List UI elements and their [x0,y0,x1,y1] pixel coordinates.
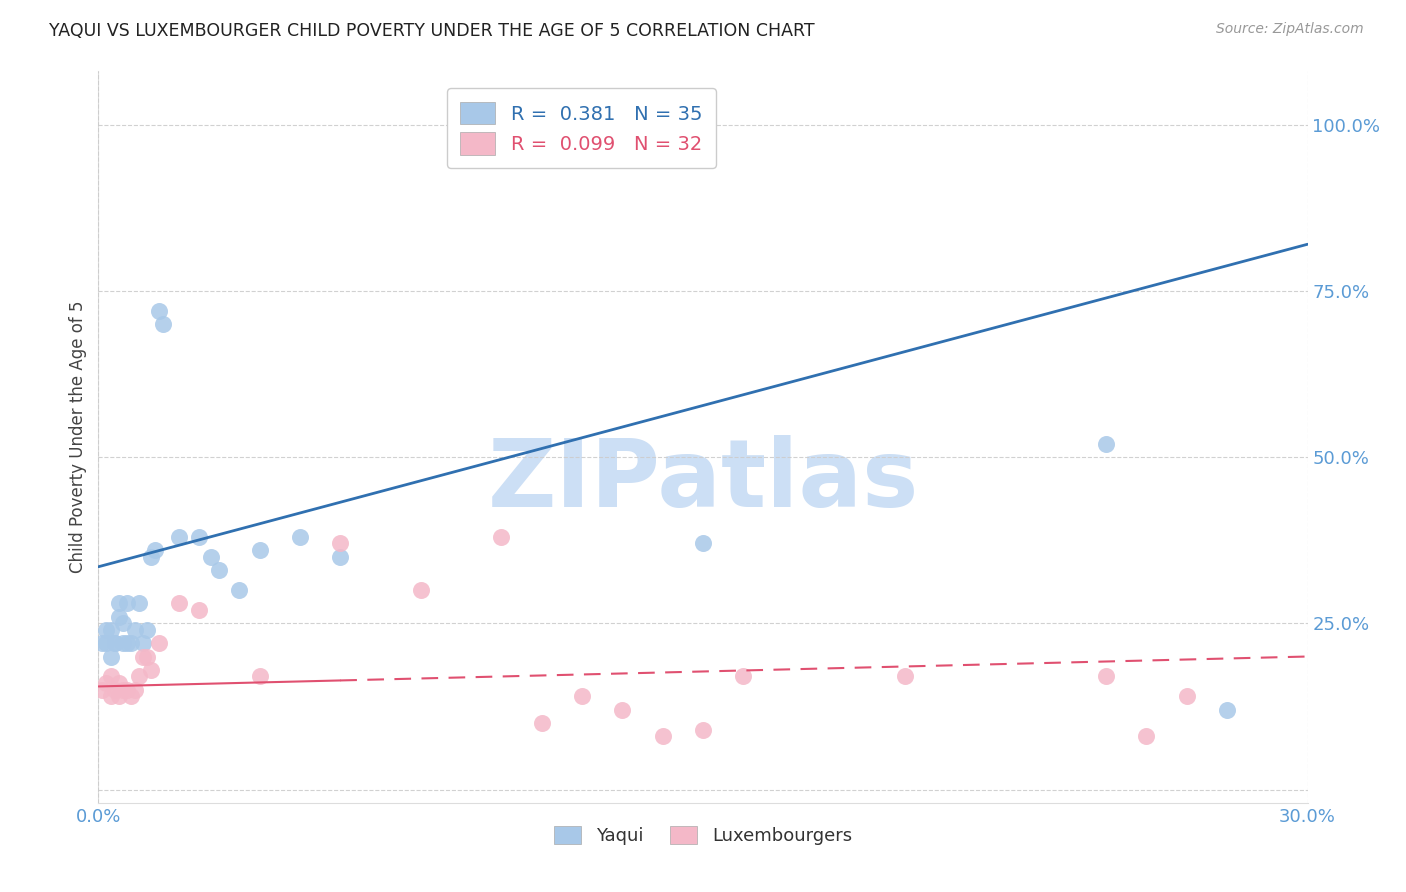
Point [249,669,271,683]
Point [893,669,915,683]
Point [107,690,129,704]
Point [530,124,553,138]
Point [96,676,118,690]
Point [139,549,162,564]
Point [571,690,593,704]
Point [692,536,714,550]
Point [651,729,673,743]
Point [1175,690,1198,704]
Point [329,536,352,550]
Point [1095,436,1118,450]
Point [111,616,134,631]
Point [103,636,125,650]
Point [491,530,513,544]
Point [249,543,271,558]
Point [143,543,166,558]
Text: ZIPatlas: ZIPatlas [488,435,918,527]
Point [200,549,222,564]
Point [103,682,125,697]
Point [107,609,129,624]
Point [100,649,122,664]
Point [115,596,138,610]
Point [208,563,231,577]
Point [91,636,114,650]
Point [132,649,155,664]
Point [115,636,138,650]
Point [124,682,146,697]
Point [167,596,190,610]
Point [107,676,129,690]
Point [167,530,190,544]
Text: Source: ZipAtlas.com: Source: ZipAtlas.com [1216,22,1364,37]
Point [139,663,162,677]
Point [96,636,118,650]
Point [1216,703,1239,717]
Point [124,623,146,637]
Point [132,636,155,650]
Point [491,124,513,138]
Point [733,669,755,683]
Point [188,603,211,617]
Point [1135,729,1157,743]
Point [107,596,129,610]
Point [188,530,211,544]
Y-axis label: Child Poverty Under the Age of 5: Child Poverty Under the Age of 5 [69,301,87,574]
Point [120,690,142,704]
Point [530,716,553,731]
Point [128,596,150,610]
Text: YAQUI VS LUXEMBOURGER CHILD POVERTY UNDER THE AGE OF 5 CORRELATION CHART: YAQUI VS LUXEMBOURGER CHILD POVERTY UNDE… [49,22,815,40]
Point [288,530,311,544]
Point [135,623,157,637]
Point [228,582,250,597]
Point [111,636,134,650]
Point [111,682,134,697]
Point [115,682,138,697]
Point [329,549,352,564]
Point [128,669,150,683]
Point [409,582,432,597]
Point [100,623,122,637]
Point [1095,669,1118,683]
Point [120,636,142,650]
Point [103,636,125,650]
Point [135,649,157,664]
Legend: Yaqui, Luxembourgers: Yaqui, Luxembourgers [547,819,859,852]
Point [96,623,118,637]
Point [91,682,114,697]
Point [692,723,714,737]
Point [100,690,122,704]
Point [152,317,174,331]
Point [148,303,170,318]
Point [148,636,170,650]
Point [100,669,122,683]
Point [612,703,634,717]
